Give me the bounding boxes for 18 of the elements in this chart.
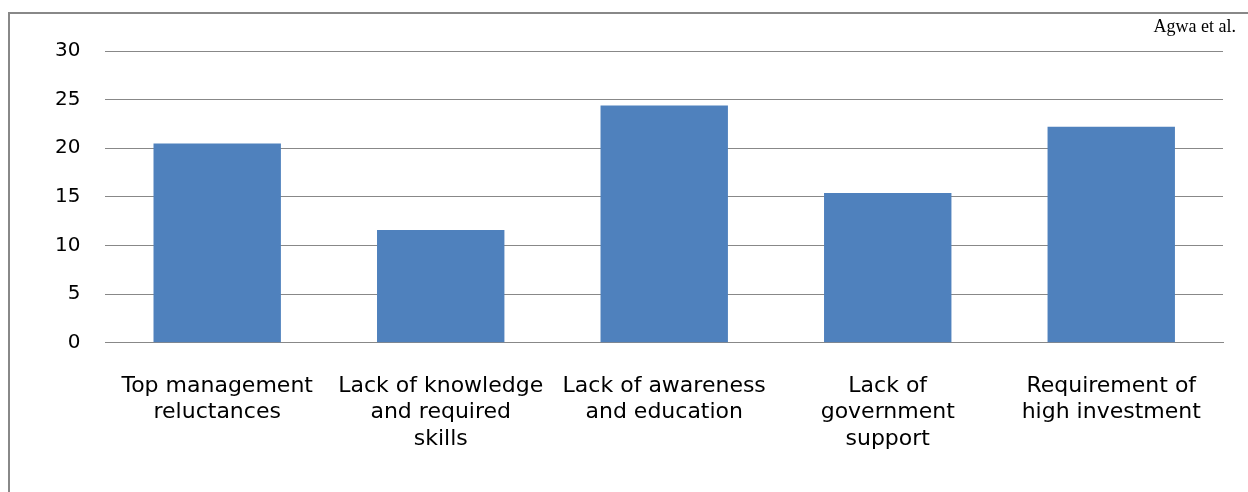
y-tick-label: 0 <box>67 329 81 353</box>
x-tick-label: Requirement of high investment <box>1021 371 1202 424</box>
bar <box>153 143 281 343</box>
bar <box>377 229 505 343</box>
y-tick-label: 20 <box>55 134 81 159</box>
x-tick-label: Top management reluctances <box>120 371 314 424</box>
x-tick-label: Lack of awareness and education <box>562 371 766 424</box>
y-tick-label: 5 <box>67 280 81 305</box>
y-tick-label: 25 <box>55 85 81 110</box>
x-tick-label: Lack of government support <box>820 371 956 450</box>
y-tick-label: 30 <box>55 37 81 62</box>
bar <box>1047 126 1175 343</box>
text: Agwa et al. <box>1153 16 1236 37</box>
bar <box>824 193 952 343</box>
x-tick-label: Lack of knowledge and required skills <box>338 371 544 450</box>
y-tick-label: 10 <box>55 231 81 256</box>
bar <box>600 105 728 343</box>
y-tick-label: 15 <box>55 183 81 208</box>
